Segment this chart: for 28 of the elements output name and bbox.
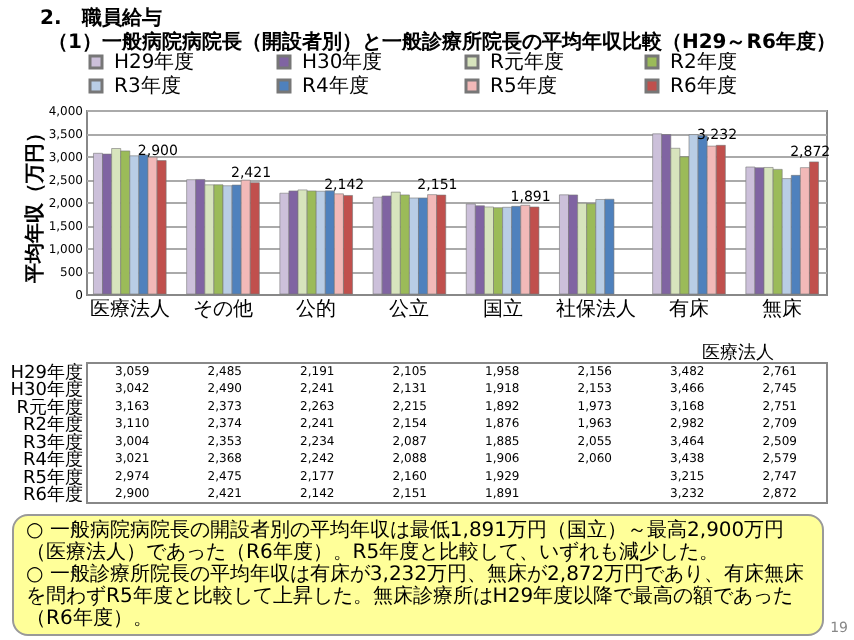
x-tick-label: 有床 <box>669 297 709 321</box>
text: R6年度 <box>23 486 83 507</box>
x-tick-label: 公的 <box>296 297 337 321</box>
chart-subtitle: （1）一般病院病院長（開設者別）と一般診療所院長の平均年収比較（H29～R6年度） <box>48 28 836 54</box>
bar <box>249 182 260 295</box>
bar <box>745 166 756 295</box>
legend-label: R3年度 <box>114 74 181 98</box>
text: 医療法人 <box>701 342 774 364</box>
legend-label: R5年度 <box>490 74 557 98</box>
bar <box>93 152 103 295</box>
bar <box>279 192 290 295</box>
bar <box>372 196 383 295</box>
bar <box>186 179 197 295</box>
legend-label: R4年度 <box>302 74 369 98</box>
x-tick-label: 社保法人 <box>555 297 636 321</box>
legend-label: R6年度 <box>670 74 737 98</box>
bar <box>790 175 801 295</box>
x-tick-label: 無床 <box>762 297 803 321</box>
x-tick-label: 国立 <box>482 297 523 321</box>
text: ○ 一般診療所院長の平均年収は有床が3,232万円、無床が2,872万円であり、有床無床を問わずR5年度と比較して上昇した。無床診療所はH29年度以降で最高の額であった（R6年度）。 <box>26 564 807 630</box>
bar <box>715 145 726 295</box>
chart-title: 2. 職員給与 <box>40 5 162 31</box>
x-tick-label: 公立 <box>389 297 430 321</box>
y-axis-title: 平均年収（万円） <box>22 123 47 285</box>
text: ○ 一般病院病院長の開設者別の平均年収は最低1,891万円（国立）～最高2,900万円（医療法人）であった（R6年度）。R5年度と比較して、いずれも減少した。 <box>26 520 785 564</box>
x-tick-label: その他 <box>193 297 253 321</box>
x-tick-label: 医療法人 <box>89 297 170 321</box>
bar <box>652 133 663 295</box>
